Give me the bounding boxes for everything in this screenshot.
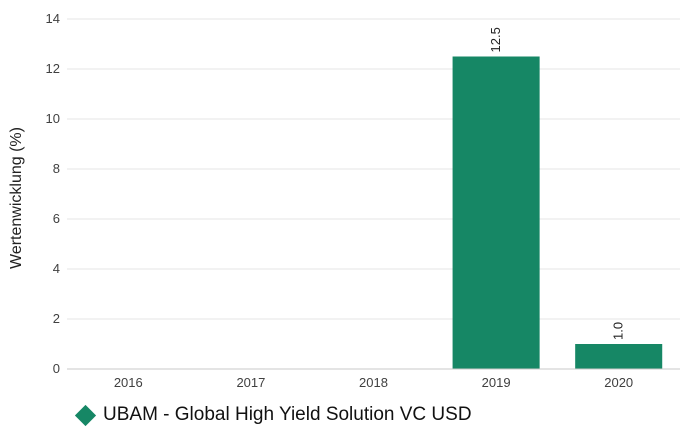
y-tick-label: 6 (53, 211, 60, 226)
legend[interactable]: UBAM - Global High Yield Solution VC USD (74, 404, 472, 426)
y-tick-label: 10 (46, 111, 60, 126)
data-label-2019: 12.5 (488, 27, 503, 52)
bars (452, 56, 663, 370)
gridlines (67, 18, 680, 320)
y-tick-label: 0 (53, 361, 60, 376)
x-tick-label: 2019 (482, 375, 511, 390)
legend-marker-icon (74, 404, 97, 426)
data-labels: 12.5 1.0 (488, 27, 626, 340)
x-tick-label: 2018 (359, 375, 388, 390)
y-tick-label: 8 (53, 161, 60, 176)
data-label-2020: 1.0 (611, 322, 626, 340)
y-tick-label: 14 (46, 11, 60, 26)
x-tick-label: 2016 (114, 375, 143, 390)
x-tick-label: 2017 (236, 375, 265, 390)
y-axis-title: Wertenwicklung (%) (8, 127, 25, 269)
y-axis-ticks: 0 2 4 6 8 10 12 14 (46, 11, 60, 376)
legend-label: UBAM - Global High Yield Solution VC USD (103, 404, 472, 425)
y-tick-label: 12 (46, 61, 60, 76)
x-tick-label: 2020 (604, 375, 633, 390)
bar-2020[interactable] (575, 344, 663, 369)
bar-2019[interactable] (452, 56, 540, 370)
y-tick-label: 4 (53, 261, 60, 276)
x-axis-ticks: 2016 2017 2018 2019 2020 (114, 375, 633, 390)
bar-chart: 0 2 4 6 8 10 12 14 12.5 1.0 2016 2017 2018 2019 2020… (8, 11, 680, 390)
y-tick-label: 2 (53, 311, 60, 326)
